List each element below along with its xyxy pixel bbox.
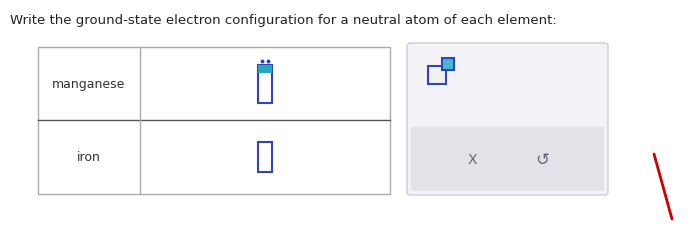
Text: ↺: ↺ bbox=[536, 150, 549, 168]
FancyBboxPatch shape bbox=[411, 127, 604, 191]
FancyBboxPatch shape bbox=[407, 44, 608, 195]
Bar bbox=[258, 142, 272, 172]
Text: iron: iron bbox=[77, 151, 101, 164]
Text: Write the ground-state electron configuration for a neutral atom of each element: Write the ground-state electron configur… bbox=[10, 14, 557, 27]
Text: X: X bbox=[468, 152, 477, 166]
Bar bbox=[258, 65, 272, 103]
Text: manganese: manganese bbox=[53, 78, 126, 91]
Bar bbox=[442, 59, 454, 71]
Bar bbox=[38, 48, 390, 194]
Bar bbox=[428, 67, 446, 85]
Bar bbox=[258, 65, 272, 73]
